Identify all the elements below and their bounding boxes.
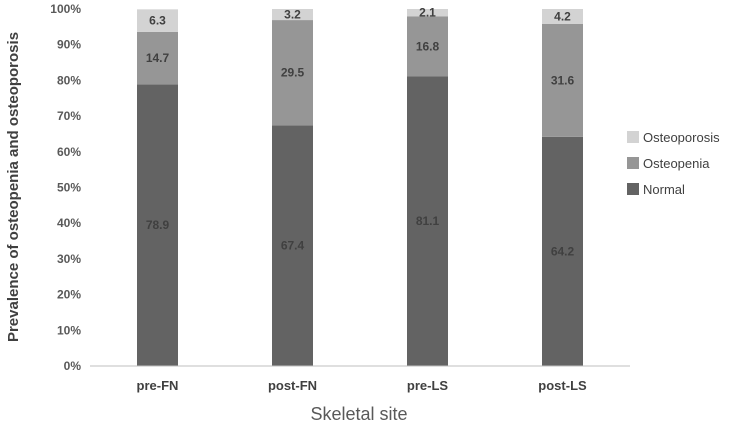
y-tick-label: 100% [50, 2, 81, 16]
y-tick-label: 50% [57, 181, 81, 195]
bar-series [137, 9, 583, 367]
y-tick-label: 10% [57, 323, 81, 337]
data-label: 29.5 [281, 66, 305, 80]
data-label: 81.1 [416, 214, 440, 228]
legend-swatch [627, 183, 639, 195]
bar-segment-normal [407, 76, 448, 367]
x-axis-title: Skeletal site [310, 404, 407, 424]
x-tick-label: pre-FN [137, 378, 179, 393]
bar-segment-osteoporosis [272, 9, 313, 21]
x-tick-label: pre-LS [407, 378, 449, 393]
bar-segment-normal [272, 125, 313, 367]
y-tick-label: 80% [57, 73, 81, 87]
data-label: 64.2 [551, 244, 575, 258]
legend-label: Normal [643, 182, 685, 197]
y-tick-label: 20% [57, 288, 81, 302]
y-tick-label: 60% [57, 145, 81, 159]
legend-label: Osteoporosis [643, 130, 720, 145]
x-tick-label: post-FN [268, 378, 317, 393]
bar-data-labels: 78.9 14.7 6.3 67.4 29.5 3.2 81.1 16.8 2.1 64.2 31.… [146, 6, 575, 259]
x-tick-label: post-LS [538, 378, 587, 393]
bar-segment-normal [137, 84, 178, 367]
y-axis-title: Prevalence of osteopenia and osteoporosi… [5, 32, 22, 342]
legend-label: Osteopenia [643, 156, 710, 171]
bar-segment-osteopenia [272, 20, 313, 126]
legend: Osteoporosis Osteopenia Normal [627, 130, 720, 197]
bar-segment-osteopenia [137, 31, 178, 85]
data-label: 4.2 [554, 9, 571, 23]
y-axis-ticks: 0% 10% 20% 30% 40% 50% 60% 70% 80% 90% 100% [50, 2, 81, 373]
bar-segment-normal [542, 136, 583, 366]
y-tick-label: 30% [57, 252, 81, 266]
bar-segment-osteoporosis [407, 9, 448, 17]
bar-segment-osteopenia [407, 16, 448, 77]
data-label: 14.7 [146, 51, 170, 65]
data-label: 78.9 [146, 218, 170, 232]
bar-segment-osteopenia [542, 23, 583, 137]
legend-swatch [627, 157, 639, 169]
data-label: 2.1 [419, 6, 436, 20]
data-label: 3.2 [284, 8, 301, 22]
data-label: 16.8 [416, 39, 440, 53]
legend-swatch [627, 131, 639, 143]
x-axis-ticks: pre-FN post-FN pre-LS post-LS [137, 378, 587, 393]
bar-segment-osteoporosis [542, 9, 583, 24]
data-label: 6.3 [149, 14, 166, 28]
y-tick-label: 0% [64, 359, 82, 373]
y-tick-label: 70% [57, 109, 81, 123]
y-tick-label: 40% [57, 216, 81, 230]
bar-segment-osteoporosis [137, 9, 178, 32]
data-label: 67.4 [281, 239, 305, 253]
y-tick-label: 90% [57, 38, 81, 52]
data-label: 31.6 [551, 73, 575, 87]
